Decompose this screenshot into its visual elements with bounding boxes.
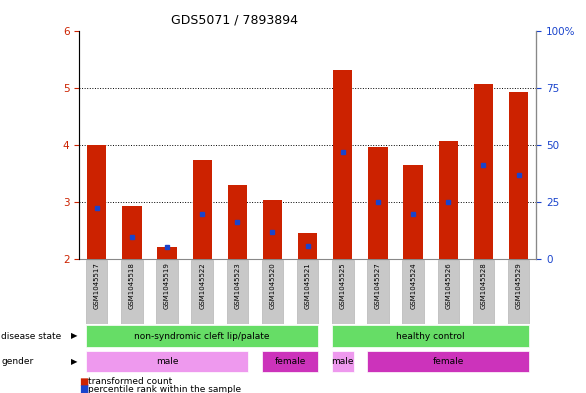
Bar: [122, 206, 142, 259]
Bar: [332, 325, 529, 347]
Bar: [262, 351, 318, 373]
Text: male: male: [332, 357, 354, 366]
Text: GSM1045521: GSM1045521: [305, 262, 311, 309]
Text: GDS5071 / 7893894: GDS5071 / 7893894: [171, 14, 298, 27]
Bar: [367, 260, 389, 323]
Bar: [156, 260, 178, 323]
Text: GSM1045526: GSM1045526: [445, 262, 451, 309]
Bar: [333, 70, 353, 259]
Text: male: male: [156, 357, 178, 366]
Bar: [473, 260, 494, 323]
Bar: [509, 92, 529, 259]
Bar: [157, 247, 177, 259]
Text: female: female: [432, 357, 464, 366]
Text: GSM1045520: GSM1045520: [270, 262, 275, 309]
Bar: [263, 200, 282, 259]
Text: GSM1045524: GSM1045524: [410, 262, 416, 309]
Bar: [86, 351, 248, 373]
Bar: [368, 147, 388, 259]
Text: GSM1045527: GSM1045527: [375, 262, 381, 309]
Bar: [332, 260, 353, 323]
Text: GSM1045523: GSM1045523: [234, 262, 240, 309]
Bar: [87, 145, 107, 259]
Text: ■: ■: [79, 384, 88, 393]
Text: GSM1045528: GSM1045528: [481, 262, 486, 309]
Bar: [192, 160, 212, 259]
Text: percentile rank within the sample: percentile rank within the sample: [88, 385, 241, 393]
Text: female: female: [274, 357, 306, 366]
Text: GSM1045518: GSM1045518: [129, 262, 135, 309]
Text: GSM1045525: GSM1045525: [340, 262, 346, 309]
Bar: [192, 260, 213, 323]
Bar: [332, 351, 353, 373]
Text: GSM1045522: GSM1045522: [199, 262, 205, 309]
Bar: [403, 260, 424, 323]
Bar: [86, 325, 318, 347]
Text: GSM1045529: GSM1045529: [516, 262, 522, 309]
Text: non-syndromic cleft lip/palate: non-syndromic cleft lip/palate: [134, 332, 270, 340]
Bar: [298, 233, 318, 259]
Bar: [508, 260, 529, 323]
Text: healthy control: healthy control: [396, 332, 465, 340]
Bar: [262, 260, 283, 323]
Bar: [297, 260, 318, 323]
Text: gender: gender: [1, 357, 33, 366]
Text: ▶: ▶: [70, 332, 77, 340]
Bar: [121, 260, 142, 323]
Bar: [227, 185, 247, 259]
Text: ■: ■: [79, 377, 88, 387]
Bar: [473, 84, 493, 259]
Text: disease state: disease state: [1, 332, 62, 340]
Bar: [86, 260, 107, 323]
Text: ▶: ▶: [70, 357, 77, 366]
Text: transformed count: transformed count: [88, 378, 172, 386]
Bar: [227, 260, 248, 323]
Text: GSM1045519: GSM1045519: [164, 262, 170, 309]
Text: GSM1045517: GSM1045517: [94, 262, 100, 309]
Bar: [403, 165, 423, 259]
Bar: [367, 351, 529, 373]
Bar: [438, 260, 459, 323]
Bar: [438, 141, 458, 259]
